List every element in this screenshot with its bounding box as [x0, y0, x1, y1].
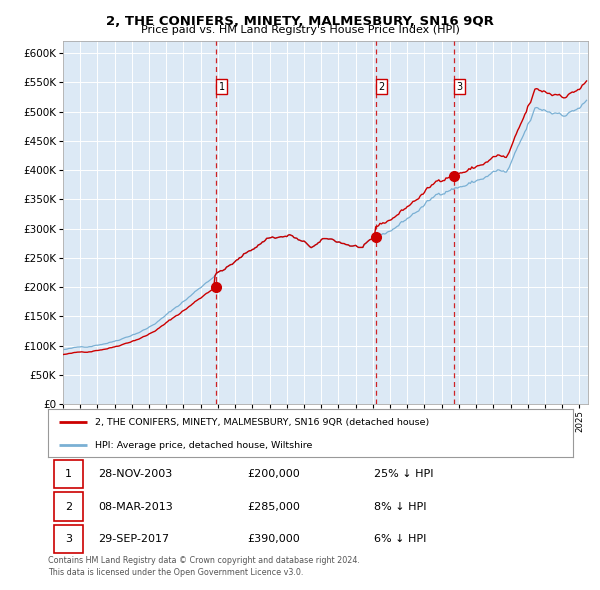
Text: 29-SEP-2017: 29-SEP-2017 — [98, 534, 169, 544]
Text: £285,000: £285,000 — [248, 502, 301, 512]
FancyBboxPatch shape — [54, 460, 83, 488]
Text: 2, THE CONIFERS, MINETY, MALMESBURY, SN16 9QR: 2, THE CONIFERS, MINETY, MALMESBURY, SN1… — [106, 15, 494, 28]
Text: This data is licensed under the Open Government Licence v3.0.: This data is licensed under the Open Gov… — [48, 568, 304, 577]
Text: 2, THE CONIFERS, MINETY, MALMESBURY, SN16 9QR (detached house): 2, THE CONIFERS, MINETY, MALMESBURY, SN1… — [95, 418, 430, 427]
Text: 2: 2 — [65, 502, 73, 512]
Text: Contains HM Land Registry data © Crown copyright and database right 2024.: Contains HM Land Registry data © Crown c… — [48, 556, 360, 565]
Text: 08-MAR-2013: 08-MAR-2013 — [98, 502, 173, 512]
Text: 6% ↓ HPI: 6% ↓ HPI — [373, 534, 426, 544]
Text: 28-NOV-2003: 28-NOV-2003 — [98, 469, 172, 479]
Text: 2: 2 — [378, 81, 385, 91]
Text: 1: 1 — [218, 81, 224, 91]
FancyBboxPatch shape — [54, 493, 83, 520]
Text: HPI: Average price, detached house, Wiltshire: HPI: Average price, detached house, Wilt… — [95, 441, 313, 450]
Text: 1: 1 — [65, 469, 72, 479]
Text: £200,000: £200,000 — [248, 469, 300, 479]
Text: 8% ↓ HPI: 8% ↓ HPI — [373, 502, 426, 512]
FancyBboxPatch shape — [54, 525, 83, 553]
Text: Price paid vs. HM Land Registry's House Price Index (HPI): Price paid vs. HM Land Registry's House … — [140, 25, 460, 35]
Text: £390,000: £390,000 — [248, 534, 300, 544]
Text: 3: 3 — [457, 81, 463, 91]
Text: 3: 3 — [65, 534, 72, 544]
Text: 25% ↓ HPI: 25% ↓ HPI — [373, 469, 433, 479]
